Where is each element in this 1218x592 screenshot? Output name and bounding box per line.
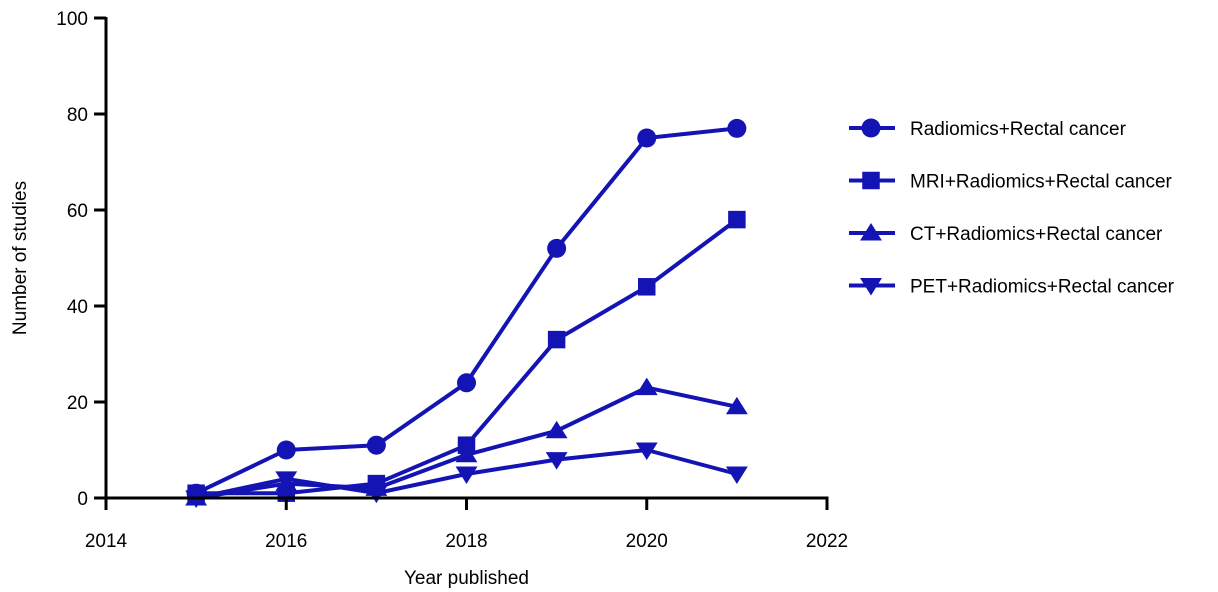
legend-marker: [860, 223, 882, 241]
y-tick-label: 20: [67, 393, 88, 414]
data-point: [545, 452, 568, 470]
data-point: [366, 435, 386, 455]
data-point: [365, 485, 388, 504]
data-point: [725, 466, 748, 484]
y-tick-label: 40: [67, 297, 88, 318]
x-tick-label: 2022: [806, 531, 848, 552]
legend-marker: [862, 171, 880, 190]
data-point: [457, 373, 476, 393]
x-tick-label: 2018: [445, 531, 487, 552]
data-point: [547, 238, 567, 258]
data-point: [545, 420, 568, 439]
legend-label: CT+Radiomics+Rectal cancer: [910, 224, 1163, 245]
x-axis-title: Year published: [404, 568, 529, 589]
y-tick-label: 60: [67, 201, 88, 222]
legend-item-1: Radiomics+Rectal cancer: [849, 118, 1127, 140]
legend-item-4: PET+Radiomics+Rectal cancer: [849, 277, 1175, 298]
legend-label: Radiomics+Rectal cancer: [910, 119, 1127, 140]
data-point: [638, 278, 656, 296]
data-point: [455, 466, 478, 484]
plot-area: [185, 118, 748, 508]
y-tick-label: 100: [56, 9, 88, 30]
data-point: [276, 440, 296, 460]
legend-marker: [860, 278, 882, 296]
legend-marker: [861, 118, 881, 138]
legend-label: MRI+Radiomics+Rectal cancer: [910, 172, 1173, 193]
legend: Radiomics+Rectal cancer MRI+Radiomics+Rec…: [849, 118, 1175, 298]
data-point: [635, 442, 658, 460]
legend-item-2: MRI+Radiomics+Rectal cancer: [849, 172, 1173, 193]
data-point: [725, 396, 748, 415]
data-point: [275, 471, 298, 489]
legend-label: PET+Radiomics+Rectal cancer: [910, 277, 1175, 298]
data-point: [547, 330, 566, 349]
x-tick-label: 2020: [626, 531, 668, 552]
y-tick-label: 0: [77, 489, 88, 510]
axes: 0 20 40 60 80 100 2014 2016 2018 2020 2022: [56, 9, 848, 552]
series-markers-4: [185, 442, 748, 508]
y-axis-title: Number of studies: [10, 181, 31, 335]
data-point: [727, 118, 747, 138]
y-tick-label: 80: [67, 105, 88, 126]
legend-item-3: CT+Radiomics+Rectal cancer: [849, 223, 1163, 245]
x-tick-label: 2014: [85, 531, 128, 552]
data-point: [455, 444, 478, 463]
x-tick-label: 2016: [265, 531, 307, 552]
data-point: [728, 210, 746, 229]
data-point: [637, 128, 657, 148]
data-point: [635, 377, 658, 396]
